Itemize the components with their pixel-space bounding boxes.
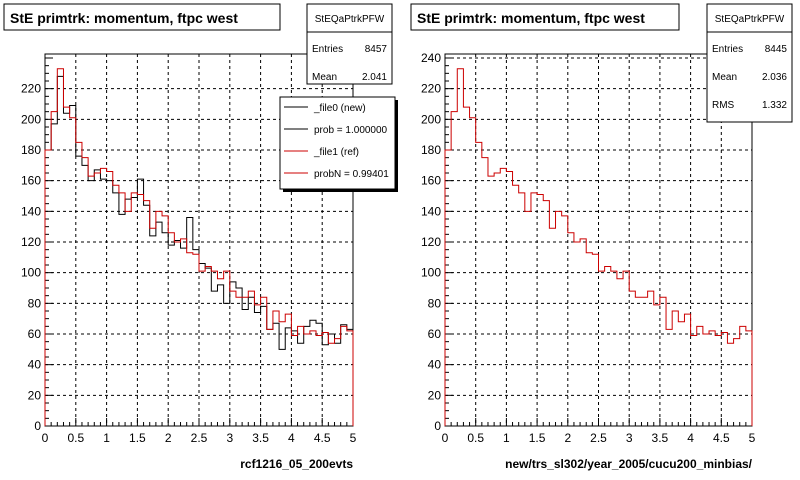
x-tick-label: 2 [564, 431, 571, 445]
stats-label: RMS [712, 100, 735, 111]
y-tick-label: 220 [421, 82, 441, 96]
y-tick-label: 140 [421, 204, 441, 218]
x-tick-label: 2.5 [191, 431, 208, 445]
y-tick-label: 200 [421, 112, 441, 126]
x-tick-label: 1 [103, 431, 110, 445]
x-tick-label: 3.5 [652, 431, 669, 445]
x-tick-label: 1.5 [529, 431, 546, 445]
legend-label: _file0 (new) [313, 103, 366, 114]
y-tick-label: 100 [21, 266, 41, 280]
y-tick-label: 180 [21, 143, 41, 157]
x-tick-label: 5 [749, 431, 756, 445]
stats-label: Mean [312, 72, 337, 83]
stats-label: Entries [712, 44, 743, 55]
x-tick-label: 0 [42, 431, 49, 445]
y-tick-label: 40 [28, 358, 42, 372]
y-tick-label: 220 [21, 82, 41, 96]
y-tick-label: 120 [421, 235, 441, 249]
series-line-2 [44, 68, 354, 426]
y-tick-label: 240 [421, 51, 441, 65]
stats-value: 2.041 [362, 72, 387, 83]
chart-title: StE primtrk: momentum, ftpc west [417, 10, 645, 26]
x-tick-label: 3 [226, 431, 233, 445]
y-tick-label: 100 [421, 266, 441, 280]
x-tick-label: 4.5 [713, 431, 730, 445]
x-tick-label: 3 [626, 431, 633, 445]
x-tick-label: 4.5 [314, 431, 331, 445]
legend-label: probN = 0.99401 [314, 169, 389, 180]
stats-box [706, 3, 793, 123]
x-tick-label: 0 [442, 431, 449, 445]
y-tick-label: 20 [28, 388, 42, 402]
stats-name: StEQaPtrkPFW [315, 14, 385, 25]
x-tick-label: 1 [503, 431, 510, 445]
chart-panel-1: 0 0.5 1 1.5 2 2.5 3 3.5 4 4.5 5 0 20 40 60 80 100 120 140 1… [3, 3, 398, 471]
y-tick-label: 80 [428, 296, 442, 310]
x-axis-label: new/trs_sl302/year_2005/cucu200_minbias/ [505, 457, 752, 471]
y-tick-label: 20 [428, 388, 442, 402]
x-tick-label: 0.5 [67, 431, 84, 445]
y-tick-label: 200 [21, 112, 41, 126]
stats-value: 2.036 [762, 72, 787, 83]
y-tick-label: 140 [21, 204, 41, 218]
y-tick-label: 160 [421, 174, 441, 188]
x-tick-label: 4 [288, 431, 295, 445]
legend-box [279, 96, 396, 190]
y-tick-label: 0 [34, 419, 41, 433]
y-tick-label: 60 [428, 327, 442, 341]
stats-label: Mean [712, 72, 737, 83]
x-tick-label: 5 [350, 431, 357, 445]
y-tick-label: 40 [428, 358, 442, 372]
x-axis-label: rcf1216_05_200evts [240, 457, 353, 471]
y-tick-label: 160 [21, 174, 41, 188]
chart-title: StE primtrk: momentum, ftpc west [10, 10, 238, 26]
title-box [3, 3, 281, 31]
stats-box [306, 3, 393, 85]
y-tick-label: 0 [434, 419, 441, 433]
x-tick-label: 2 [165, 431, 172, 445]
x-tick-label: 3.5 [252, 431, 269, 445]
x-tick-label: 2.5 [590, 431, 607, 445]
y-tick-label: 180 [421, 143, 441, 157]
stats-name: StEQaPtrkPFW [715, 14, 785, 25]
stats-value: 1.332 [762, 100, 787, 111]
stats-label: Entries [312, 44, 343, 55]
y-tick-label: 60 [28, 327, 42, 341]
title-box [410, 3, 680, 31]
y-tick-label: 80 [28, 296, 42, 310]
legend-label: _file1 (ref) [313, 147, 359, 158]
y-tick-label: 120 [21, 235, 41, 249]
x-tick-label: 4 [687, 431, 694, 445]
x-tick-label: 1.5 [129, 431, 146, 445]
stats-value: 8445 [765, 44, 788, 55]
chart-panel-2: 0 0.5 1 1.5 2 2.5 3 3.5 4 4.5 5 0 20 40 60 80 100 120 140 1… [410, 3, 793, 471]
stats-value: 8457 [365, 44, 388, 55]
series-line-1 [444, 68, 753, 426]
legend-label: prob = 1.000000 [314, 125, 388, 136]
x-tick-label: 0.5 [467, 431, 484, 445]
